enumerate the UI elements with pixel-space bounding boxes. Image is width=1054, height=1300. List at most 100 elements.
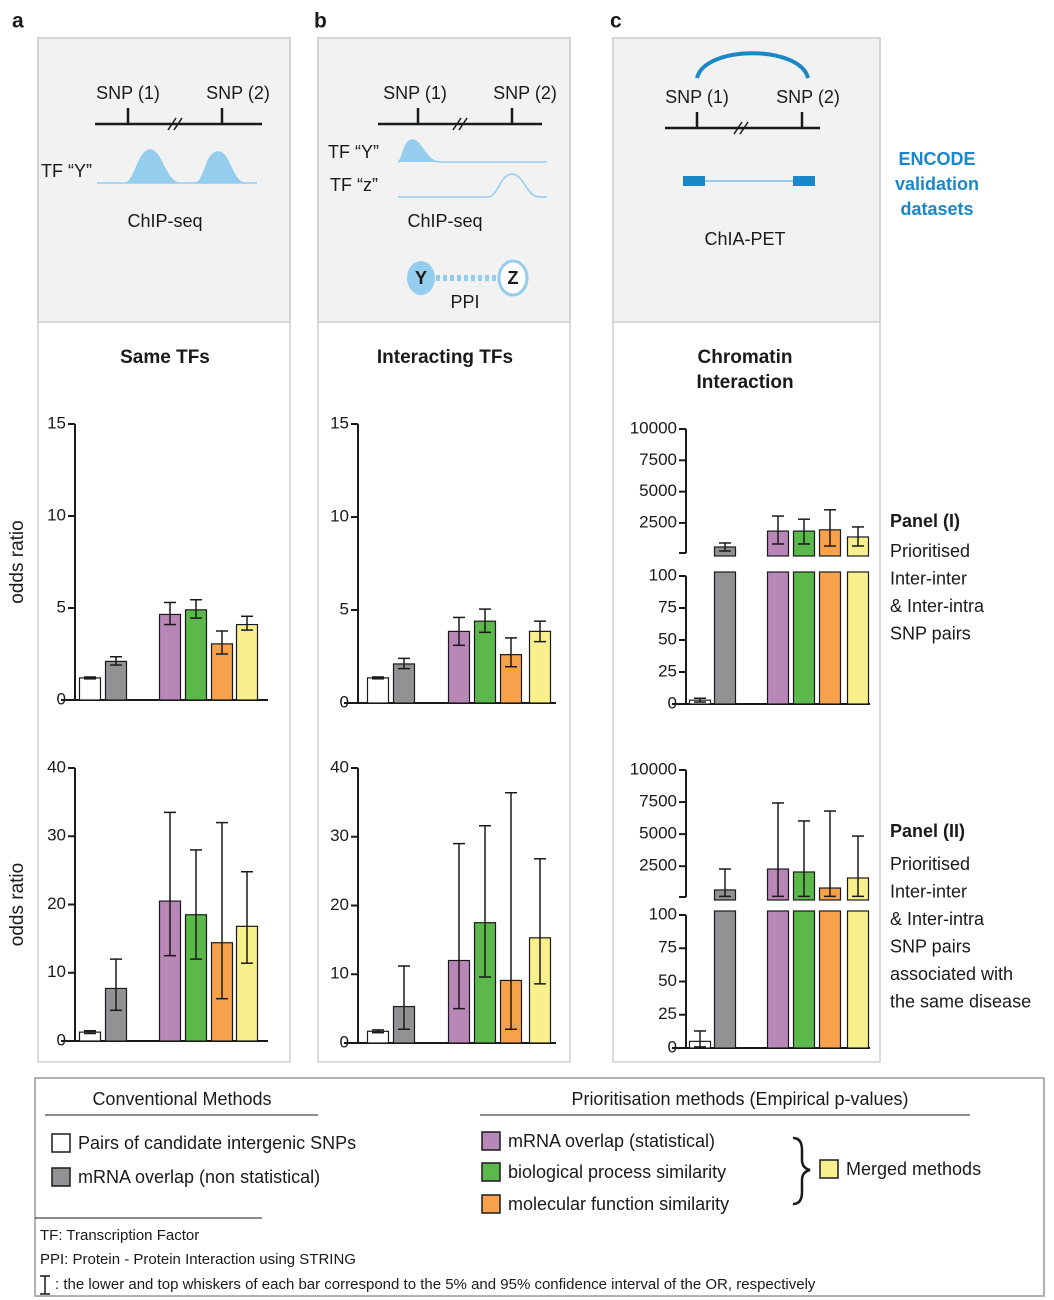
y-tick-label: 0 bbox=[668, 693, 677, 712]
y-tick-label: 25 bbox=[658, 1004, 677, 1023]
legend-label: mRNA overlap (statistical) bbox=[508, 1131, 715, 1151]
y-tick-label: 75 bbox=[658, 938, 677, 957]
method-label: ChIP-seq bbox=[407, 211, 482, 231]
y-tick-label: 7500 bbox=[639, 450, 677, 469]
bar bbox=[715, 572, 736, 704]
bar bbox=[768, 911, 789, 1048]
y-tick-label: 10000 bbox=[630, 418, 677, 437]
y-axis-label: odds ratio bbox=[7, 520, 28, 603]
track-label: TF “z” bbox=[330, 175, 378, 195]
row-note-line: Inter-inter bbox=[890, 881, 967, 901]
bar bbox=[794, 911, 815, 1048]
legend-heading: Conventional Methods bbox=[92, 1089, 271, 1109]
y-tick-label: 0 bbox=[340, 692, 349, 711]
encode-label: datasets bbox=[900, 199, 973, 219]
snp-label: SNP (1) bbox=[96, 83, 160, 103]
y-tick-label: 75 bbox=[658, 597, 677, 616]
column-title: Same TFs bbox=[120, 347, 210, 368]
row-note-line: & Inter-intra bbox=[890, 909, 985, 929]
legend-label: molecular function similarity bbox=[508, 1194, 729, 1214]
y-tick-label: 50 bbox=[658, 629, 677, 648]
legend-swatch bbox=[820, 1160, 838, 1178]
y-tick-label: 10 bbox=[330, 964, 349, 983]
row-note-line: Inter-inter bbox=[890, 568, 967, 588]
snp-label: SNP (1) bbox=[383, 83, 447, 103]
legend-swatch bbox=[482, 1132, 500, 1150]
y-tick-label: 100 bbox=[649, 904, 677, 923]
bar bbox=[848, 572, 869, 704]
encode-label: validation bbox=[895, 174, 979, 194]
figure: a b c SNP (1) SNP (2) TF “Y” ChIP-seq SN… bbox=[0, 0, 1054, 1300]
y-tick-label: 5000 bbox=[639, 481, 677, 500]
row-note-line: SNP pairs bbox=[890, 623, 971, 643]
y-tick-label: 10 bbox=[47, 505, 66, 524]
y-tick-label: 100 bbox=[649, 565, 677, 584]
legend-swatch bbox=[482, 1195, 500, 1213]
y-tick-label: 20 bbox=[47, 894, 66, 913]
legend-label: mRNA overlap (non statistical) bbox=[78, 1167, 320, 1187]
bar bbox=[394, 664, 415, 703]
snp-label: SNP (2) bbox=[493, 83, 557, 103]
bar-chart: 0 5 10 15 odds ratio bbox=[7, 413, 268, 708]
bar-chart: 0 10 20 30 40 bbox=[330, 757, 556, 1051]
legend-swatch bbox=[482, 1163, 500, 1181]
bar bbox=[820, 911, 841, 1048]
panel-letter: c bbox=[610, 10, 622, 33]
y-tick-label: 0 bbox=[340, 1032, 349, 1051]
footnote: TF: Transcription Factor bbox=[40, 1227, 199, 1244]
bar bbox=[794, 572, 815, 704]
bar bbox=[715, 911, 736, 1048]
bar bbox=[848, 911, 869, 1048]
bar bbox=[80, 678, 101, 700]
row-note: Prioritised Inter-inter & Inter-intra SNP p… bbox=[890, 854, 1031, 1012]
row-note-line: Prioritised bbox=[890, 854, 970, 874]
bar-chart: 0 25 50 75 100 2500 5000 7500 10000 bbox=[630, 418, 870, 712]
row-note-line: associated with bbox=[890, 964, 1013, 984]
column-title: Interacting TFs bbox=[377, 347, 513, 368]
track-label: TF “Y” bbox=[328, 142, 379, 162]
footnote: PPI: Protein - Protein Interaction using… bbox=[40, 1251, 356, 1268]
y-tick-label: 15 bbox=[47, 413, 66, 432]
legend: Conventional Methods Prioritisation meth… bbox=[35, 1078, 1044, 1296]
y-tick-label: 5 bbox=[340, 599, 349, 618]
bar-chart: 0 5 10 15 bbox=[330, 413, 556, 711]
y-tick-label: 2500 bbox=[639, 512, 677, 531]
bar bbox=[820, 572, 841, 704]
bar bbox=[475, 621, 496, 703]
method-label: ChIA-PET bbox=[704, 229, 785, 249]
row-note-line: SNP pairs bbox=[890, 936, 971, 956]
y-tick-label: 30 bbox=[330, 826, 349, 845]
row-note-line: the same disease bbox=[890, 991, 1031, 1011]
legend-label: biological process similarity bbox=[508, 1162, 726, 1182]
y-tick-label: 50 bbox=[658, 971, 677, 990]
bar bbox=[237, 625, 258, 700]
panel-letter: a bbox=[12, 10, 24, 33]
y-tick-label: 25 bbox=[658, 661, 677, 680]
snp-label: SNP (2) bbox=[206, 83, 270, 103]
ppi-node: Y bbox=[415, 268, 427, 288]
row-note-line: Prioritised bbox=[890, 541, 970, 561]
y-tick-label: 40 bbox=[330, 757, 349, 776]
y-tick-label: 40 bbox=[47, 757, 66, 776]
track-label: TF “Y” bbox=[41, 161, 92, 181]
y-tick-label: 30 bbox=[47, 826, 66, 845]
footnote: : the lower and top whiskers of each bar… bbox=[55, 1276, 816, 1293]
bar bbox=[106, 661, 127, 700]
y-tick-label: 0 bbox=[57, 1030, 66, 1049]
legend-label: Merged methods bbox=[846, 1159, 981, 1179]
bar bbox=[160, 614, 181, 700]
snp-label: SNP (2) bbox=[776, 87, 840, 107]
y-tick-label: 5 bbox=[57, 597, 66, 616]
encode-label: ENCODE bbox=[898, 149, 975, 169]
y-tick-label: 20 bbox=[330, 895, 349, 914]
ppi-node: Z bbox=[508, 268, 519, 288]
y-tick-label: 0 bbox=[57, 689, 66, 708]
y-tick-label: 10000 bbox=[630, 759, 677, 778]
snp-label: SNP (1) bbox=[665, 87, 729, 107]
y-tick-label: 10 bbox=[330, 506, 349, 525]
legend-heading: Prioritisation methods (Empirical p-valu… bbox=[571, 1089, 908, 1109]
y-tick-label: 15 bbox=[330, 413, 349, 432]
